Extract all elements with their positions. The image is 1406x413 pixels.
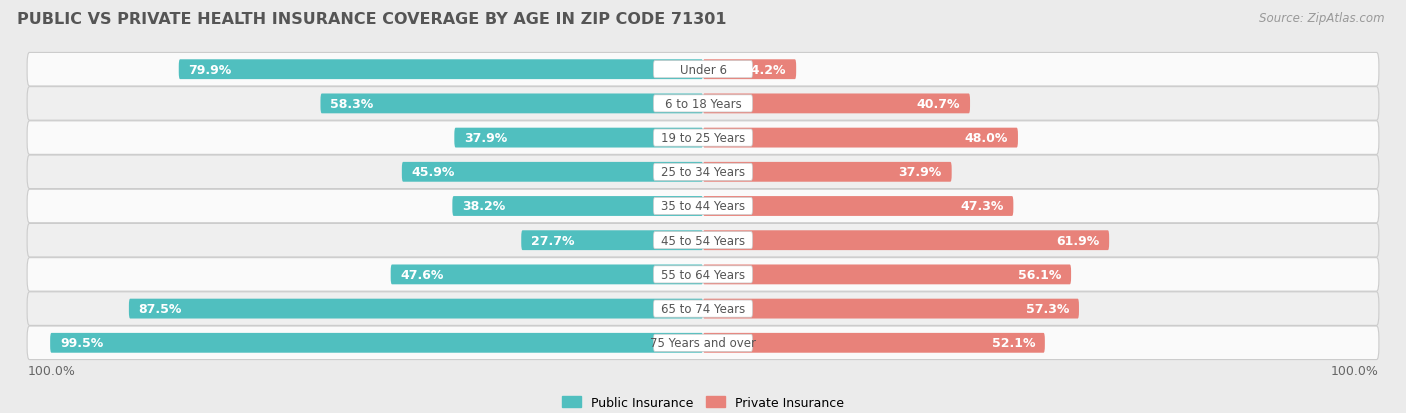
Text: 47.3%: 47.3%: [960, 200, 1004, 213]
FancyBboxPatch shape: [27, 326, 1379, 360]
FancyBboxPatch shape: [27, 121, 1379, 155]
FancyBboxPatch shape: [654, 232, 752, 249]
FancyBboxPatch shape: [703, 128, 1018, 148]
Text: 100.0%: 100.0%: [27, 364, 75, 377]
Text: 61.9%: 61.9%: [1056, 234, 1099, 247]
Text: 100.0%: 100.0%: [1331, 364, 1379, 377]
FancyBboxPatch shape: [27, 292, 1379, 325]
FancyBboxPatch shape: [654, 96, 752, 113]
FancyBboxPatch shape: [654, 164, 752, 181]
FancyBboxPatch shape: [391, 265, 703, 285]
Text: 65 to 74 Years: 65 to 74 Years: [661, 302, 745, 316]
Text: 52.1%: 52.1%: [991, 337, 1035, 349]
FancyBboxPatch shape: [654, 266, 752, 283]
Text: Source: ZipAtlas.com: Source: ZipAtlas.com: [1260, 12, 1385, 25]
FancyBboxPatch shape: [27, 224, 1379, 257]
FancyBboxPatch shape: [454, 128, 703, 148]
FancyBboxPatch shape: [27, 156, 1379, 189]
FancyBboxPatch shape: [703, 231, 1109, 251]
Text: 75 Years and over: 75 Years and over: [650, 337, 756, 349]
Text: 55 to 64 Years: 55 to 64 Years: [661, 268, 745, 281]
Text: 37.9%: 37.9%: [464, 132, 508, 145]
FancyBboxPatch shape: [654, 130, 752, 147]
FancyBboxPatch shape: [654, 198, 752, 215]
FancyBboxPatch shape: [179, 60, 703, 80]
Text: 40.7%: 40.7%: [917, 97, 960, 111]
Text: 56.1%: 56.1%: [1018, 268, 1062, 281]
Text: 25 to 34 Years: 25 to 34 Years: [661, 166, 745, 179]
FancyBboxPatch shape: [654, 62, 752, 78]
FancyBboxPatch shape: [654, 300, 752, 317]
Text: 47.6%: 47.6%: [401, 268, 444, 281]
FancyBboxPatch shape: [703, 333, 1045, 353]
FancyBboxPatch shape: [321, 94, 703, 114]
FancyBboxPatch shape: [703, 60, 796, 80]
FancyBboxPatch shape: [654, 335, 752, 351]
Text: PUBLIC VS PRIVATE HEALTH INSURANCE COVERAGE BY AGE IN ZIP CODE 71301: PUBLIC VS PRIVATE HEALTH INSURANCE COVER…: [17, 12, 727, 27]
FancyBboxPatch shape: [27, 258, 1379, 292]
FancyBboxPatch shape: [27, 88, 1379, 121]
FancyBboxPatch shape: [51, 333, 703, 353]
Text: Under 6: Under 6: [679, 64, 727, 76]
FancyBboxPatch shape: [703, 299, 1078, 319]
Text: 14.2%: 14.2%: [742, 64, 786, 76]
Text: 87.5%: 87.5%: [139, 302, 183, 316]
FancyBboxPatch shape: [27, 190, 1379, 223]
Text: 37.9%: 37.9%: [898, 166, 942, 179]
FancyBboxPatch shape: [703, 197, 1014, 216]
Text: 58.3%: 58.3%: [330, 97, 374, 111]
FancyBboxPatch shape: [129, 299, 703, 319]
Text: 35 to 44 Years: 35 to 44 Years: [661, 200, 745, 213]
FancyBboxPatch shape: [703, 94, 970, 114]
Text: 48.0%: 48.0%: [965, 132, 1008, 145]
FancyBboxPatch shape: [402, 162, 703, 182]
Text: 6 to 18 Years: 6 to 18 Years: [665, 97, 741, 111]
Text: 57.3%: 57.3%: [1026, 302, 1069, 316]
FancyBboxPatch shape: [522, 231, 703, 251]
Text: 79.9%: 79.9%: [188, 64, 232, 76]
Text: 27.7%: 27.7%: [531, 234, 575, 247]
Text: 45.9%: 45.9%: [412, 166, 456, 179]
FancyBboxPatch shape: [27, 53, 1379, 87]
Text: 45 to 54 Years: 45 to 54 Years: [661, 234, 745, 247]
FancyBboxPatch shape: [703, 162, 952, 182]
Text: 38.2%: 38.2%: [463, 200, 505, 213]
Text: 19 to 25 Years: 19 to 25 Years: [661, 132, 745, 145]
Text: 99.5%: 99.5%: [60, 337, 103, 349]
FancyBboxPatch shape: [453, 197, 703, 216]
FancyBboxPatch shape: [703, 265, 1071, 285]
Legend: Public Insurance, Private Insurance: Public Insurance, Private Insurance: [557, 391, 849, 413]
